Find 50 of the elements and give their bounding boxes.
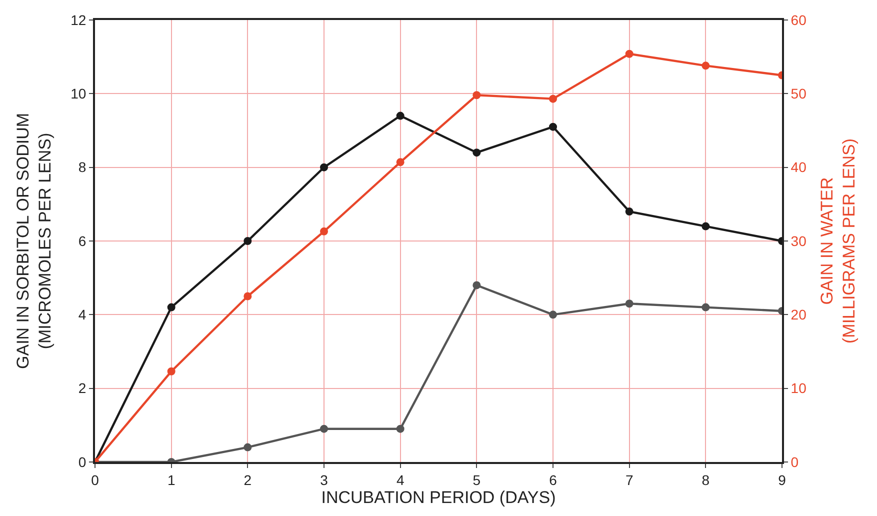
- x-tick-label: 1: [167, 472, 176, 488]
- point: [702, 222, 710, 230]
- y2-tick-label: 0: [790, 454, 799, 470]
- x-tick-label: 4: [396, 472, 404, 488]
- point: [549, 310, 557, 319]
- y2-tick-label: 40: [790, 159, 807, 176]
- point: [472, 148, 481, 157]
- y2-axis-title: GAIN IN WATER (MILLIGRAMS PER LENS): [817, 138, 859, 344]
- point: [702, 62, 710, 70]
- y-axis-title: GAIN IN SORBITOL OR SODIUM (MICROMOLES PER LENS): [14, 113, 55, 369]
- point: [320, 424, 328, 433]
- point: [472, 281, 481, 290]
- point: [702, 303, 710, 312]
- y-tick-label: 12: [70, 12, 86, 28]
- y-tick-label: 6: [78, 232, 86, 249]
- x-axis-title: INCUBATION PERIOD (DAYS): [321, 488, 556, 507]
- y-tick-label: 0: [78, 454, 86, 470]
- point: [625, 300, 634, 308]
- y2-tick-label: 10: [790, 380, 807, 396]
- y-tick-label: 4: [78, 306, 86, 323]
- x-tick-label: 5: [472, 472, 481, 488]
- x-tick-label: 9: [778, 472, 786, 488]
- x-tick-label: 0: [91, 472, 100, 488]
- point: [320, 227, 328, 236]
- point: [167, 303, 176, 312]
- point: [625, 50, 634, 58]
- point: [167, 367, 176, 376]
- point: [244, 237, 252, 245]
- point: [244, 443, 252, 452]
- x-tick-label: 8: [702, 472, 710, 488]
- point: [320, 163, 328, 172]
- x-tick-label: 6: [549, 472, 558, 488]
- point: [549, 122, 557, 131]
- point: [472, 91, 481, 100]
- x-tick-label: 3: [320, 472, 328, 488]
- point: [396, 112, 404, 120]
- y2-tick-label: 20: [790, 306, 807, 323]
- point: [549, 94, 557, 103]
- point: [244, 292, 252, 300]
- y-tick-label: 10: [70, 86, 86, 102]
- y2-tick-label: 50: [790, 86, 807, 102]
- x-tick-label: 2: [244, 472, 252, 488]
- y2-tick-label: 60: [790, 12, 807, 28]
- point: [396, 424, 404, 433]
- point: [625, 208, 634, 216]
- point: [396, 158, 404, 166]
- x-tick-label: 7: [625, 472, 634, 488]
- y2-tick-label: 30: [790, 232, 807, 249]
- y-tick-label: 2: [78, 380, 86, 396]
- y-tick-label: 8: [78, 159, 86, 176]
